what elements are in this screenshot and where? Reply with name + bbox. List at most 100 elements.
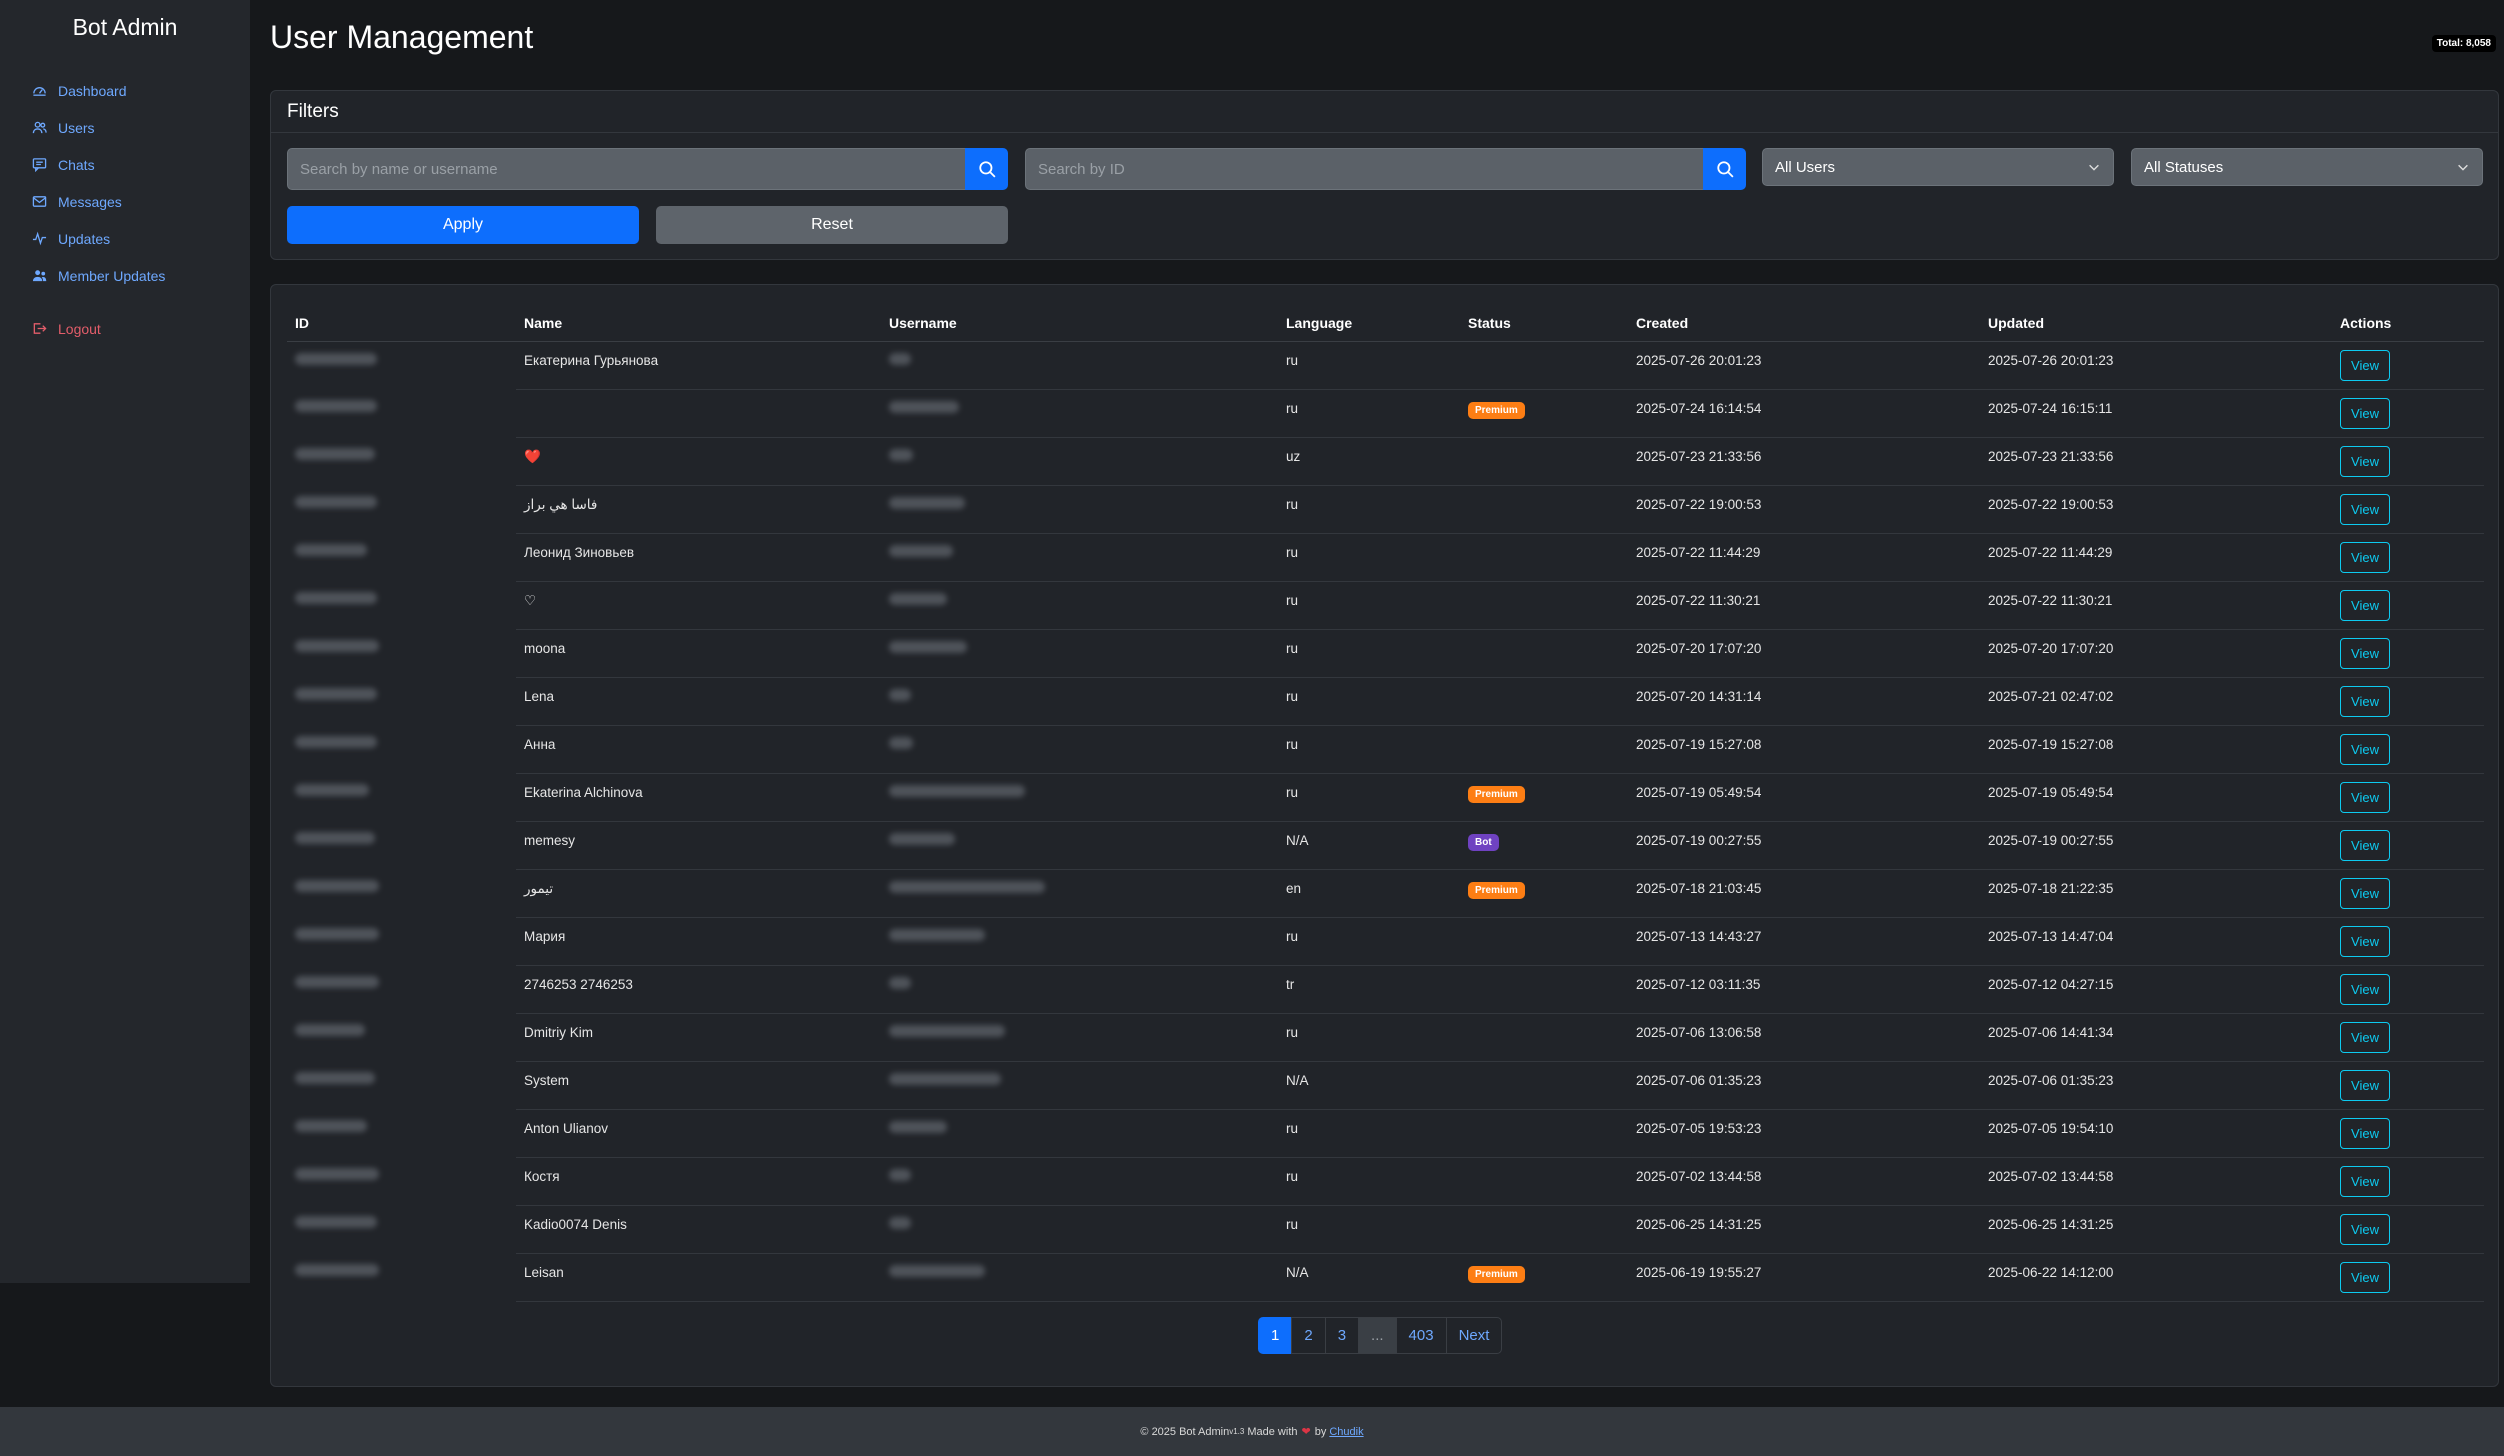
page-1[interactable]: 1: [1258, 1317, 1293, 1354]
redacted-username: [889, 400, 959, 413]
name-search-button[interactable]: [965, 148, 1008, 190]
username-cell: [881, 869, 1278, 918]
username-cell: [881, 773, 1278, 822]
status-cell: [1460, 917, 1628, 966]
username-cell: [881, 581, 1278, 630]
col-header-updated: Updated: [1980, 305, 2332, 342]
user-name-cell: moona: [516, 629, 881, 678]
created-cell: 2025-06-19 19:55:27: [1628, 1253, 1980, 1302]
sidebar-item-member-updates[interactable]: Member Updates: [30, 257, 240, 294]
sidebar-item-label: Member Updates: [58, 267, 166, 284]
view-button[interactable]: View: [2340, 733, 2390, 765]
redacted-id: [295, 448, 375, 460]
users-table-card: ID Name Username Language Status Created…: [270, 284, 2499, 1387]
view-button[interactable]: View: [2340, 1165, 2390, 1197]
updated-cell: 2025-06-25 14:31:25: [1980, 1205, 2332, 1254]
actions-cell: View: [2332, 1205, 2484, 1254]
actions-cell: View: [2332, 1253, 2484, 1302]
user-id-cell: [287, 485, 516, 533]
user-name-cell: Anton Ulianov: [516, 1109, 881, 1158]
table-row: تيمور en Premium 2025-07-18 21:03:45 2025-07…: [287, 869, 2484, 918]
col-header-status: Status: [1460, 305, 1628, 342]
language-cell: ru: [1278, 917, 1460, 966]
view-button[interactable]: View: [2340, 685, 2390, 717]
view-button[interactable]: View: [2340, 445, 2390, 477]
col-header-created: Created: [1628, 305, 1980, 342]
page-403[interactable]: 403: [1395, 1317, 1447, 1354]
created-cell: 2025-07-02 13:44:58: [1628, 1157, 1980, 1206]
updated-cell: 2025-07-19 00:27:55: [1980, 821, 2332, 870]
name-search-input[interactable]: [287, 148, 965, 190]
language-cell: ru: [1278, 773, 1460, 822]
sidebar-item-logout[interactable]: Logout: [30, 310, 240, 347]
username-cell: [881, 1253, 1278, 1302]
view-button[interactable]: View: [2340, 397, 2390, 429]
view-button[interactable]: View: [2340, 829, 2390, 861]
page-2[interactable]: 2: [1291, 1317, 1326, 1354]
user-name-cell: Lena: [516, 677, 881, 726]
chevron-down-icon: [2458, 164, 2468, 171]
actions-cell: View: [2332, 773, 2484, 822]
activity-icon: [30, 230, 48, 248]
footer: © 2025 Bot Admin v1.3 Made with ❤ by Chu…: [0, 1407, 2504, 1456]
sidebar-item-chats[interactable]: Chats: [30, 146, 240, 183]
language-cell: N/A: [1278, 821, 1460, 870]
view-button[interactable]: View: [2340, 1261, 2390, 1293]
username-cell: [881, 1157, 1278, 1206]
user-id-cell: [287, 437, 516, 485]
view-button[interactable]: View: [2340, 541, 2390, 573]
language-cell: ru: [1278, 341, 1460, 390]
actions-cell: View: [2332, 1109, 2484, 1158]
redacted-id: [295, 400, 377, 412]
view-button[interactable]: View: [2340, 925, 2390, 957]
created-cell: 2025-07-19 15:27:08: [1628, 725, 1980, 774]
next-page-button[interactable]: Next: [1445, 1317, 1503, 1354]
username-cell: [881, 437, 1278, 486]
view-button[interactable]: View: [2340, 1021, 2390, 1053]
reset-button[interactable]: Reset: [656, 206, 1008, 244]
status-select[interactable]: All Statuses: [2131, 148, 2483, 186]
sidebar-nav: Dashboard Users Chats Messages Updates M…: [30, 72, 240, 347]
table-row: Dmitriy Kim ru 2025-07-06 13:06:58 2025-07-…: [287, 1013, 2484, 1062]
view-button[interactable]: View: [2340, 1117, 2390, 1149]
sidebar-item-users[interactable]: Users: [30, 109, 240, 146]
status-cell: Premium: [1460, 869, 1628, 918]
search-icon: [1716, 161, 1734, 178]
updated-cell: 2025-07-22 19:00:53: [1980, 485, 2332, 534]
sidebar-item-updates[interactable]: Updates: [30, 220, 240, 257]
footer-author-link[interactable]: Chudik: [1329, 1425, 1364, 1438]
page-3[interactable]: 3: [1324, 1317, 1360, 1354]
sidebar-item-label: Updates: [58, 230, 111, 247]
view-button[interactable]: View: [2340, 877, 2390, 909]
username-cell: [881, 1205, 1278, 1254]
user-id-cell: [287, 725, 516, 773]
id-search-button[interactable]: [1703, 148, 1746, 190]
view-button[interactable]: View: [2340, 637, 2390, 669]
sidebar-item-messages[interactable]: Messages: [30, 183, 240, 220]
apply-button[interactable]: Apply: [287, 206, 639, 244]
view-button[interactable]: View: [2340, 493, 2390, 525]
updated-cell: 2025-07-20 17:07:20: [1980, 629, 2332, 678]
users-select[interactable]: All Users: [1762, 148, 2114, 186]
actions-cell: View: [2332, 965, 2484, 1014]
view-button[interactable]: View: [2340, 781, 2390, 813]
page-ellipsis: ...: [1358, 1317, 1397, 1354]
view-button[interactable]: View: [2340, 1069, 2390, 1101]
actions-cell: View: [2332, 341, 2484, 390]
sidebar-item-dashboard[interactable]: Dashboard: [30, 72, 240, 109]
sidebar-item-label: Dashboard: [58, 82, 127, 99]
username-cell: [881, 725, 1278, 774]
view-button[interactable]: View: [2340, 973, 2390, 1005]
redacted-id: [295, 736, 377, 748]
id-search-input[interactable]: [1025, 148, 1703, 190]
redacted-username: [889, 496, 965, 509]
updated-cell: 2025-07-19 15:27:08: [1980, 725, 2332, 774]
col-header-username: Username: [881, 305, 1278, 342]
view-button[interactable]: View: [2340, 589, 2390, 621]
table-row: Екатерина Гурьянова ru 2025-07-26 20:01:23…: [287, 341, 2484, 390]
actions-cell: View: [2332, 533, 2484, 582]
language-cell: en: [1278, 869, 1460, 918]
view-button[interactable]: View: [2340, 349, 2390, 381]
created-cell: 2025-07-24 16:14:54: [1628, 389, 1980, 438]
view-button[interactable]: View: [2340, 1213, 2390, 1245]
